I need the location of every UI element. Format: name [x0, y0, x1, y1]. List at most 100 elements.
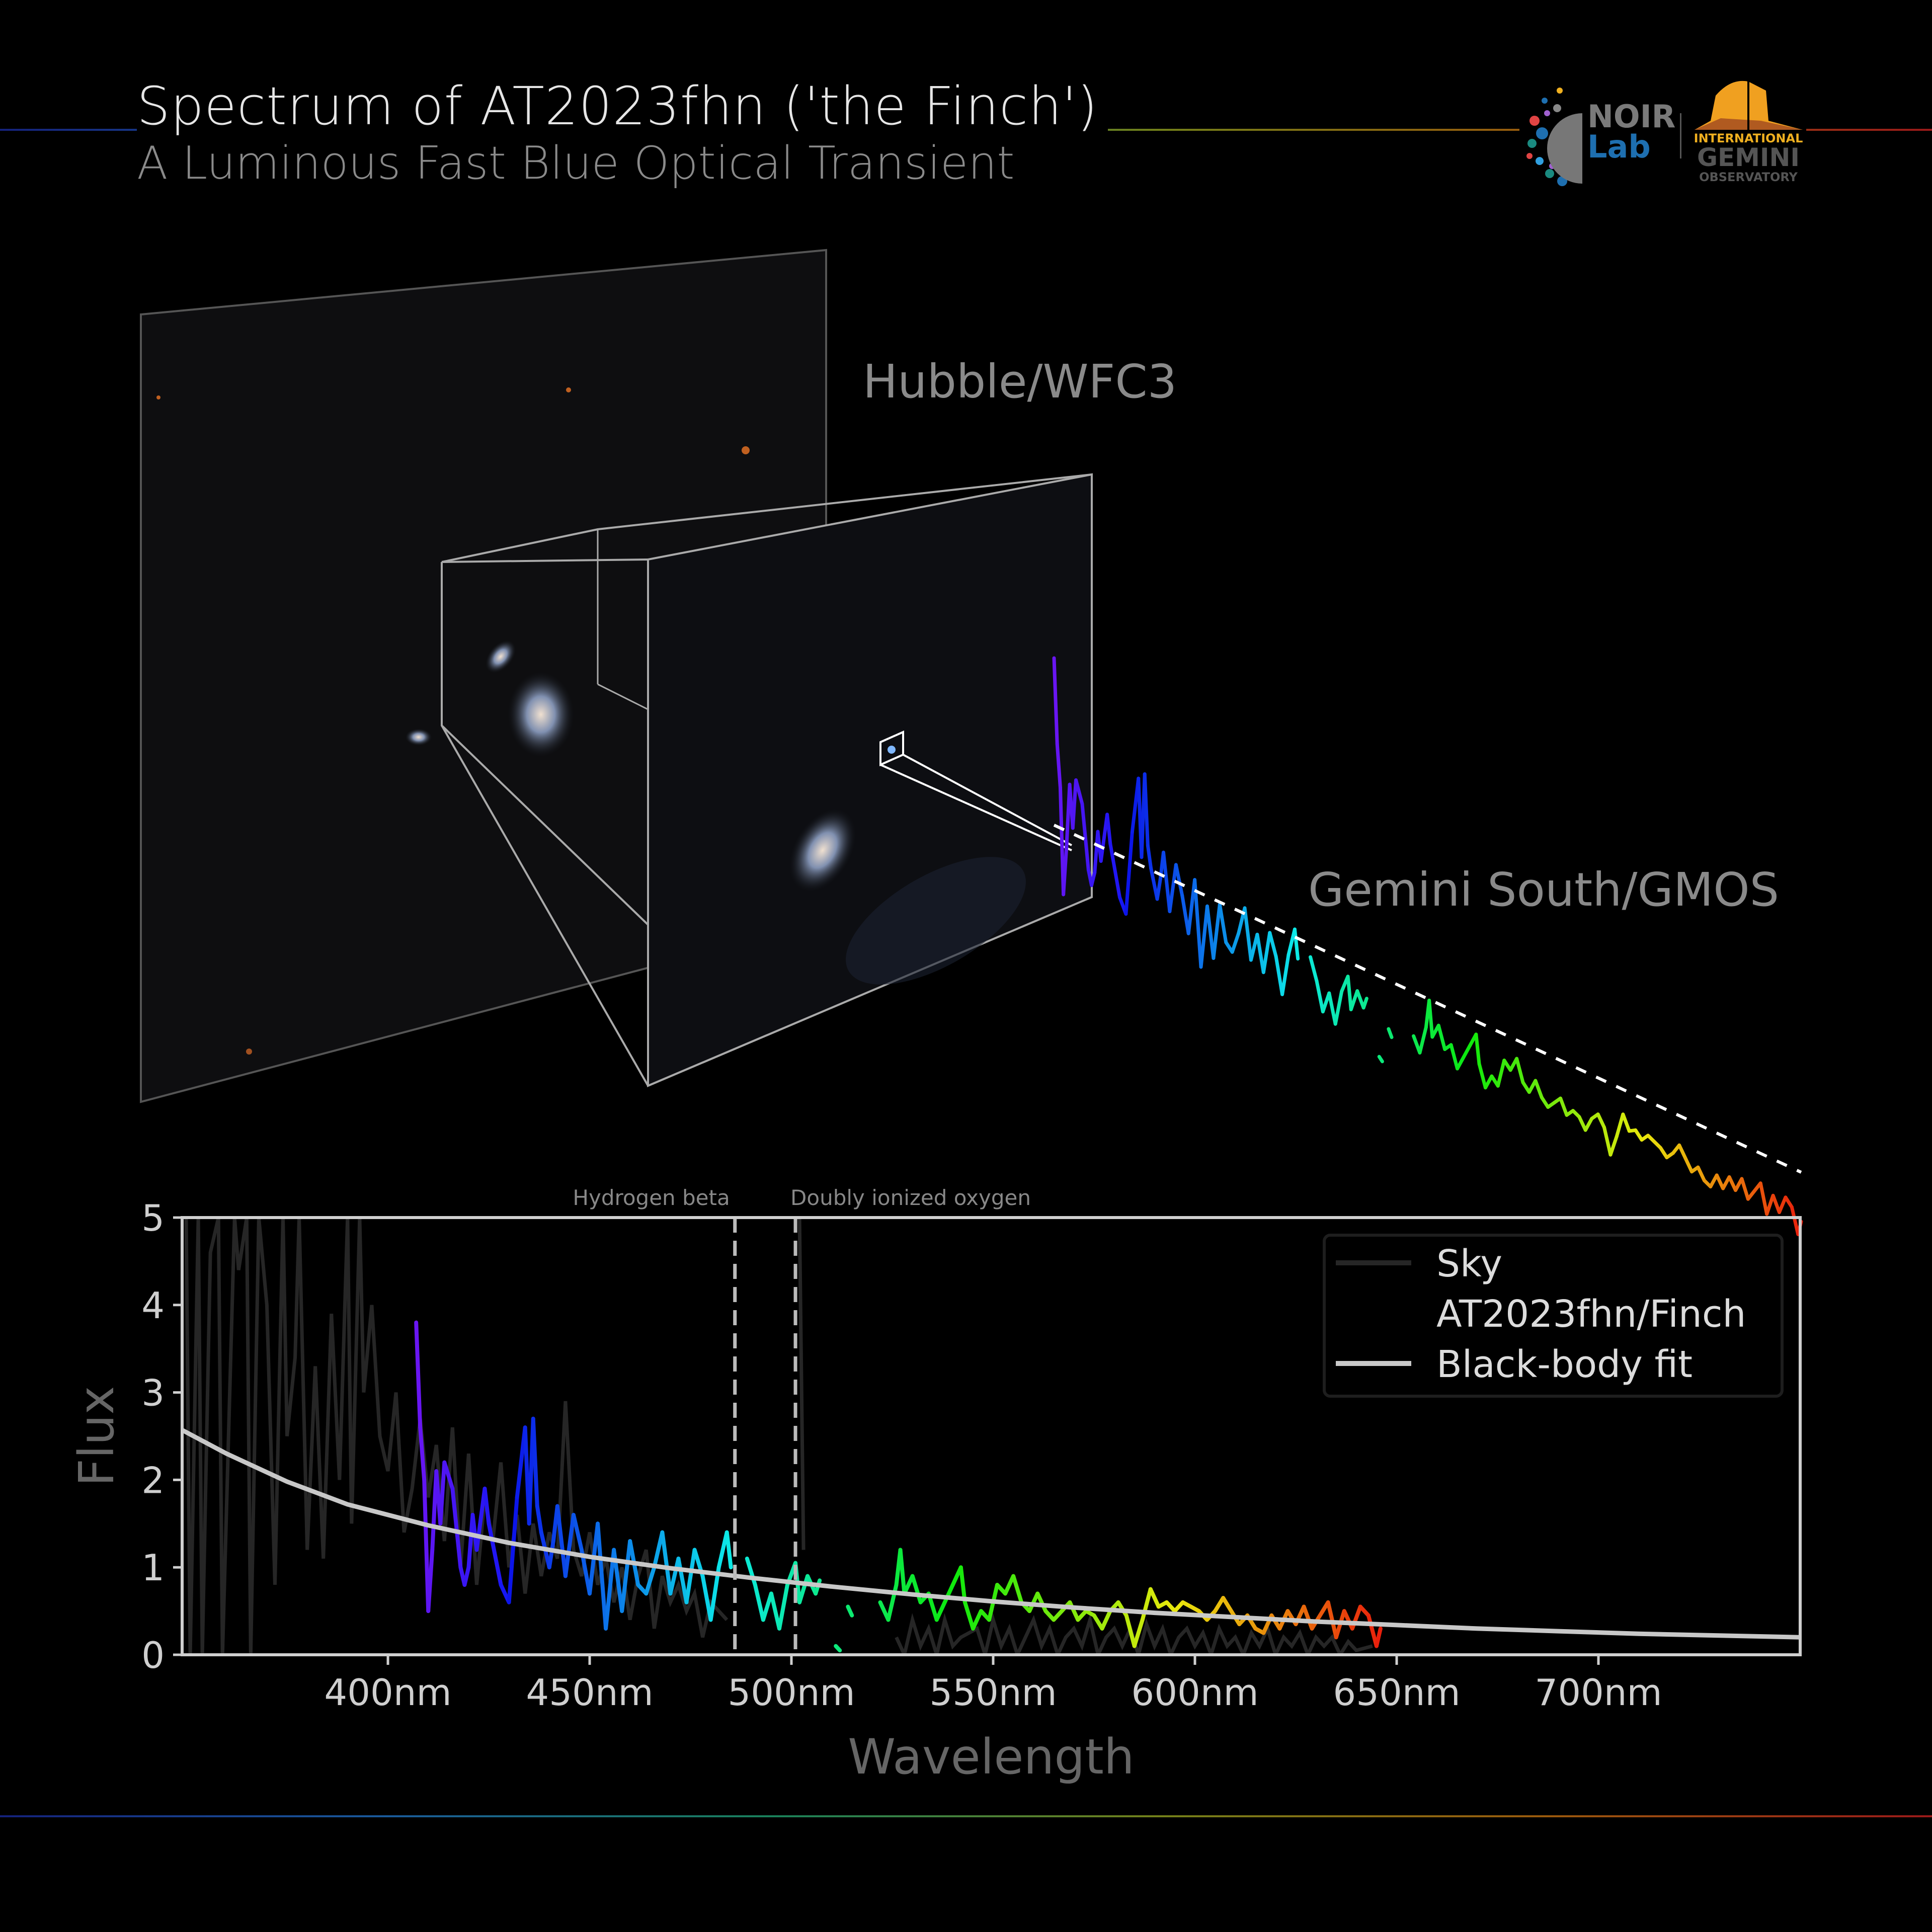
perspective-spectrum-segment	[1074, 778, 1084, 806]
perspective-spectrum-segment	[1146, 844, 1153, 870]
perspective-spectrum-segment	[1361, 997, 1369, 1010]
finch-spectrum-segment	[1342, 1609, 1354, 1631]
finch-spectrum-segment	[1213, 1596, 1226, 1614]
gemini-label: Gemini South/GMOS	[1308, 863, 1779, 917]
perspective-spectrum-segment	[1090, 870, 1097, 888]
page-title: Spectrum of AT2023fhn ('the Finch')	[137, 75, 1108, 137]
perspective-blackbody-line	[1053, 824, 1802, 1174]
perspective-spectrum-segment	[1615, 1112, 1625, 1138]
perspective-spectrum-segment	[1108, 842, 1121, 899]
finch-spectrum-segment	[1035, 1591, 1048, 1614]
perspective-spectrum-segment	[1274, 954, 1284, 996]
finch-spectrum-segment	[1003, 1574, 1016, 1596]
y-tick-label: 4	[141, 1284, 165, 1327]
finch-spectrum-segment	[1140, 1587, 1153, 1622]
bottom-spectrum-rule	[0, 1815, 1932, 1817]
perspective-spectrum-segment	[1174, 863, 1184, 898]
perspective-spectrum-segment	[1683, 1156, 1694, 1174]
legend: Sky AT2023fhn/Finch Black-body fit	[1323, 1234, 1784, 1398]
finch-spectrum-segment	[834, 1644, 842, 1653]
perspective-spectrum-segment	[1583, 1116, 1594, 1132]
finch-spectrum-segment	[769, 1591, 781, 1631]
finch-spectrum-segment	[426, 1548, 435, 1614]
finch-spectrum-segment	[482, 1486, 491, 1526]
finch-spectrum-segment	[777, 1582, 789, 1631]
perspective-spectrum-segment	[1055, 742, 1062, 789]
perspective-spectrum-segment	[1621, 1112, 1631, 1133]
perspective-spectrum-segment	[1515, 1057, 1525, 1084]
perspective-spectrum-segment	[1193, 878, 1203, 969]
annotation-label: Doubly ionized oxygen	[790, 1185, 1031, 1210]
x-tick-label: 400nm	[324, 1671, 451, 1714]
y-tick-label: 5	[141, 1197, 165, 1239]
x-tick-label: 500nm	[728, 1671, 855, 1714]
perspective-spectrum-segment	[1449, 1043, 1460, 1071]
perspective-spectrum-segment	[1071, 778, 1078, 830]
finch-spectrum-segment	[1068, 1600, 1080, 1622]
perspective-spectrum-segment	[1771, 1193, 1782, 1215]
page-subtitle: A Luminous Fast Blue Optical Transient	[137, 137, 1015, 190]
perspective-spectrum-segment	[1168, 863, 1178, 914]
finch-spectrum-segment	[571, 1512, 584, 1552]
perspective-spectrum-segment	[1534, 1079, 1544, 1099]
legend-label: Sky	[1436, 1242, 1502, 1285]
y-tick-label: 1	[141, 1547, 165, 1589]
finch-spectrum-segment	[422, 1478, 431, 1614]
y-tick-label: 2	[141, 1459, 165, 1501]
plot-frame	[181, 1216, 1802, 1656]
perspective-spectrum-segment	[1124, 830, 1134, 916]
finch-spectrum-segment	[761, 1591, 773, 1622]
perspective-spectrum-segment	[1161, 850, 1172, 914]
finch-spectrum-segment	[535, 1504, 543, 1535]
perspective-spectrum-segment	[1261, 931, 1272, 975]
perspective-spectrum-segment	[1596, 1112, 1606, 1130]
perspective-spectrum-segment	[1346, 975, 1353, 1011]
perspective-spectrum-segment	[1418, 1025, 1428, 1055]
perspective-spectrum-segment	[1778, 1195, 1788, 1215]
perspective-spectrum-segment	[1456, 1055, 1466, 1071]
finch-spectrum-segment	[684, 1548, 697, 1604]
perspective-spectrum-segment	[1677, 1143, 1687, 1160]
perspective-spectrum-segment	[1577, 1115, 1587, 1132]
finch-spectrum-segment	[507, 1495, 519, 1604]
perspective-spectrum-segment	[1540, 1095, 1550, 1109]
perspective-spectrum-segment	[1483, 1074, 1494, 1090]
perspective-spectrum-segment	[1427, 998, 1434, 1039]
finch-spectrum-segment	[1302, 1604, 1314, 1631]
finch-spectrum-segment	[846, 1604, 854, 1618]
x-axis-label: Wavelength	[848, 1729, 1134, 1785]
perspective-spectrum-segment	[1602, 1125, 1613, 1157]
perspective-spectrum-segment	[1062, 845, 1069, 897]
finch-spectrum-segment	[958, 1565, 967, 1604]
perspective-spectrum-segment	[1377, 1055, 1384, 1064]
perspective-spectrum-segment	[1727, 1175, 1738, 1192]
finch-spectrum-segment	[604, 1548, 616, 1631]
perspective-spectrum-segment	[1790, 1205, 1800, 1236]
finch-spectrum-segment	[725, 1530, 733, 1570]
perspective-spectrum-segment	[1496, 1059, 1506, 1088]
finch-spectrum-segment	[442, 1460, 455, 1491]
hubble-label: Hubble/WFC3	[863, 355, 1177, 409]
perspective-spectrum-segment	[1758, 1181, 1769, 1216]
perspective-spectrum-segment	[1477, 1062, 1487, 1090]
finch-spectrum-segment	[487, 1521, 503, 1587]
finch-spectrum-segment	[450, 1486, 463, 1570]
finch-spectrum-segment	[902, 1574, 915, 1596]
perspective-spectrum-segment	[1255, 932, 1265, 975]
perspective-spectrum-segment	[1080, 802, 1090, 872]
finch-spectrum-segment	[531, 1416, 539, 1508]
legend-label: AT2023fhn/Finch	[1436, 1293, 1746, 1336]
perspective-spectrum-segment	[1143, 772, 1150, 848]
perspective-spectrum-segment	[1099, 813, 1109, 863]
finch-spectrum-segment	[668, 1556, 681, 1596]
finch-spectrum-segment	[652, 1530, 665, 1570]
finch-spectrum-segment	[797, 1574, 810, 1604]
perspective-spectrum-segment	[1474, 1032, 1481, 1066]
finch-spectrum-segment	[596, 1521, 608, 1631]
x-tick-label: 650nm	[1333, 1671, 1460, 1714]
perspective-spectrum-segment	[1658, 1146, 1669, 1160]
perspective-spectrum-segment	[1387, 1027, 1394, 1039]
perspective-spectrum-segment	[1180, 894, 1190, 935]
